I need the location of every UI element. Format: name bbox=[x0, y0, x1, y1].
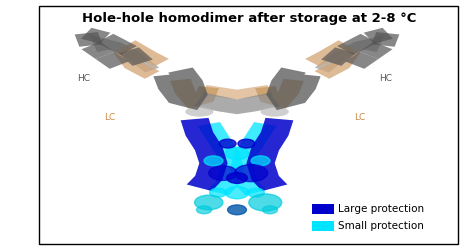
Text: Small protection: Small protection bbox=[338, 221, 424, 231]
Circle shape bbox=[204, 156, 223, 166]
Polygon shape bbox=[364, 28, 393, 44]
Polygon shape bbox=[201, 85, 273, 99]
Circle shape bbox=[228, 205, 246, 215]
Polygon shape bbox=[170, 79, 219, 109]
Circle shape bbox=[247, 188, 264, 197]
Text: Hole-hole homodimer after storage at 2-8 °C: Hole-hole homodimer after storage at 2-8… bbox=[82, 12, 416, 26]
Circle shape bbox=[227, 173, 247, 183]
Text: LC: LC bbox=[104, 113, 115, 122]
Polygon shape bbox=[359, 42, 392, 59]
Polygon shape bbox=[82, 42, 115, 59]
Polygon shape bbox=[315, 35, 384, 72]
Circle shape bbox=[219, 139, 236, 148]
Polygon shape bbox=[97, 34, 137, 55]
Ellipse shape bbox=[185, 107, 213, 117]
Text: Large protection: Large protection bbox=[338, 204, 424, 214]
Circle shape bbox=[195, 195, 223, 210]
Polygon shape bbox=[266, 67, 320, 110]
Polygon shape bbox=[305, 40, 360, 79]
Circle shape bbox=[251, 156, 270, 166]
Circle shape bbox=[210, 188, 227, 197]
Polygon shape bbox=[372, 32, 399, 47]
Polygon shape bbox=[154, 67, 208, 110]
Circle shape bbox=[249, 194, 282, 211]
Bar bbox=[39, 6, 458, 244]
Polygon shape bbox=[198, 122, 244, 195]
Polygon shape bbox=[114, 40, 169, 79]
Ellipse shape bbox=[261, 107, 289, 117]
Circle shape bbox=[238, 139, 255, 148]
Text: HC: HC bbox=[379, 74, 392, 83]
Circle shape bbox=[263, 206, 277, 214]
Text: LC: LC bbox=[354, 113, 365, 122]
Polygon shape bbox=[194, 93, 280, 114]
Circle shape bbox=[197, 206, 211, 214]
Bar bbox=[312, 221, 334, 231]
Polygon shape bbox=[346, 52, 378, 69]
Polygon shape bbox=[90, 35, 159, 72]
Polygon shape bbox=[255, 79, 304, 109]
Text: HC: HC bbox=[77, 74, 91, 83]
Circle shape bbox=[225, 147, 249, 159]
Polygon shape bbox=[321, 47, 356, 66]
Polygon shape bbox=[118, 47, 153, 66]
Polygon shape bbox=[230, 122, 276, 195]
Polygon shape bbox=[337, 34, 377, 55]
Bar bbox=[312, 204, 334, 214]
Circle shape bbox=[235, 164, 268, 182]
Polygon shape bbox=[75, 32, 102, 47]
Circle shape bbox=[225, 186, 249, 199]
Polygon shape bbox=[181, 118, 228, 191]
Polygon shape bbox=[96, 52, 128, 69]
Circle shape bbox=[209, 166, 237, 180]
Polygon shape bbox=[81, 28, 110, 44]
Polygon shape bbox=[246, 118, 293, 191]
